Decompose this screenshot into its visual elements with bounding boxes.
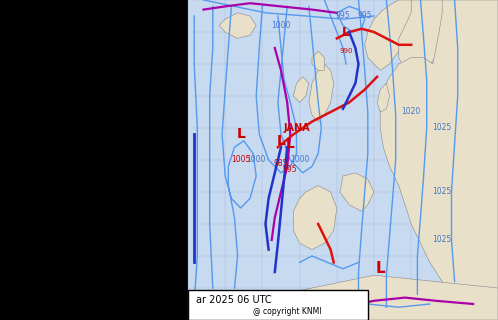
Text: 1000: 1000 xyxy=(271,21,291,30)
Polygon shape xyxy=(399,0,452,77)
Polygon shape xyxy=(309,64,334,122)
Text: L: L xyxy=(342,26,350,38)
Text: ar 2025 06 UTC: ar 2025 06 UTC xyxy=(196,295,271,305)
Text: 1020: 1020 xyxy=(401,108,421,116)
Text: 995: 995 xyxy=(336,12,350,20)
Polygon shape xyxy=(293,186,337,250)
Text: L: L xyxy=(375,261,385,276)
Polygon shape xyxy=(281,275,498,320)
Polygon shape xyxy=(293,77,309,102)
Bar xyxy=(188,0,498,320)
Bar xyxy=(188,290,368,320)
Polygon shape xyxy=(365,0,414,70)
Polygon shape xyxy=(312,51,324,70)
Text: 1000: 1000 xyxy=(290,156,309,164)
Polygon shape xyxy=(219,13,256,38)
Text: 1025: 1025 xyxy=(433,188,452,196)
Text: 1000: 1000 xyxy=(247,156,266,164)
Text: 990: 990 xyxy=(339,48,353,54)
Text: 1025: 1025 xyxy=(433,236,452,244)
Text: @ copyright KNMI: @ copyright KNMI xyxy=(253,308,321,316)
Text: 1005: 1005 xyxy=(231,156,250,164)
Text: L: L xyxy=(276,134,285,148)
Polygon shape xyxy=(377,83,389,112)
Text: 995: 995 xyxy=(283,165,298,174)
Text: JANA: JANA xyxy=(283,123,310,133)
Polygon shape xyxy=(380,0,498,320)
Text: L: L xyxy=(236,127,245,141)
Text: 985: 985 xyxy=(274,159,288,168)
Text: 1025: 1025 xyxy=(433,124,452,132)
Text: L: L xyxy=(286,137,295,151)
Polygon shape xyxy=(340,173,374,211)
Text: 995: 995 xyxy=(358,12,372,20)
Polygon shape xyxy=(399,0,424,38)
